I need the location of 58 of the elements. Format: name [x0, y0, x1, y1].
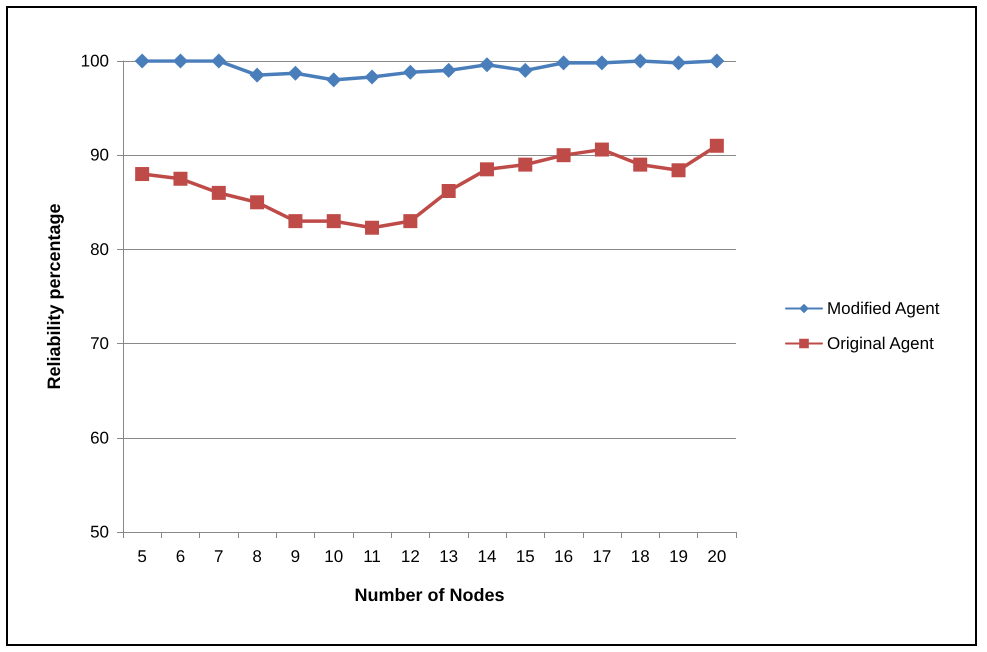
point	[556, 55, 572, 70]
point	[441, 62, 456, 78]
x-tick-label: 20	[707, 547, 726, 566]
legend-label: Modified Agent	[827, 299, 940, 318]
point	[288, 214, 302, 228]
y-tick-label: 100	[80, 52, 109, 70]
point	[402, 64, 418, 80]
point	[518, 62, 533, 78]
point	[594, 142, 609, 157]
y-tick-label: 50	[90, 522, 109, 542]
point	[594, 55, 610, 70]
x-tick-label: 13	[439, 547, 458, 566]
x-tick-label: 15	[516, 547, 535, 566]
point	[212, 186, 226, 200]
x-tick-label: 16	[554, 547, 574, 566]
point	[364, 70, 380, 85]
point	[633, 158, 648, 172]
point	[480, 162, 494, 176]
y-tick-label: 70	[90, 334, 109, 354]
point	[134, 54, 150, 68]
y-tick-label: 80	[90, 240, 109, 259]
point	[672, 163, 686, 178]
point	[710, 138, 724, 153]
point	[403, 214, 418, 228]
point	[250, 68, 265, 83]
point	[250, 195, 264, 210]
point	[479, 57, 494, 72]
x-tick-label: 8	[252, 547, 262, 566]
point	[326, 72, 342, 88]
legend-label: Original Agent	[827, 334, 934, 353]
point	[326, 214, 341, 228]
x-tick-label: 7	[214, 547, 224, 566]
y-tick-label: 90	[90, 146, 109, 165]
point	[211, 54, 226, 68]
point	[556, 148, 571, 162]
point	[173, 172, 188, 186]
point	[288, 66, 303, 81]
point	[632, 54, 648, 68]
point	[172, 54, 188, 68]
point	[518, 158, 532, 172]
x-tick-label: 12	[400, 547, 420, 566]
x-tick-label: 14	[478, 547, 496, 566]
x-tick-label: 9	[290, 547, 300, 566]
x-axis-title: Number of Nodes	[354, 585, 505, 605]
x-tick-label: 17	[592, 547, 612, 566]
x-tick-label: 18	[630, 547, 650, 566]
x-tick-label: 10	[324, 547, 344, 566]
point	[442, 184, 456, 198]
x-tick-label: 6	[176, 547, 186, 566]
y-tick-label: 60	[90, 428, 109, 448]
point	[135, 167, 150, 182]
y-axis-title: Reliability percentage	[44, 203, 64, 390]
point	[709, 54, 724, 68]
x-tick-label: 19	[669, 547, 688, 566]
x-tick-label: 11	[363, 547, 381, 566]
point	[671, 55, 686, 70]
x-tick-label: 5	[137, 547, 147, 566]
point	[365, 220, 380, 235]
